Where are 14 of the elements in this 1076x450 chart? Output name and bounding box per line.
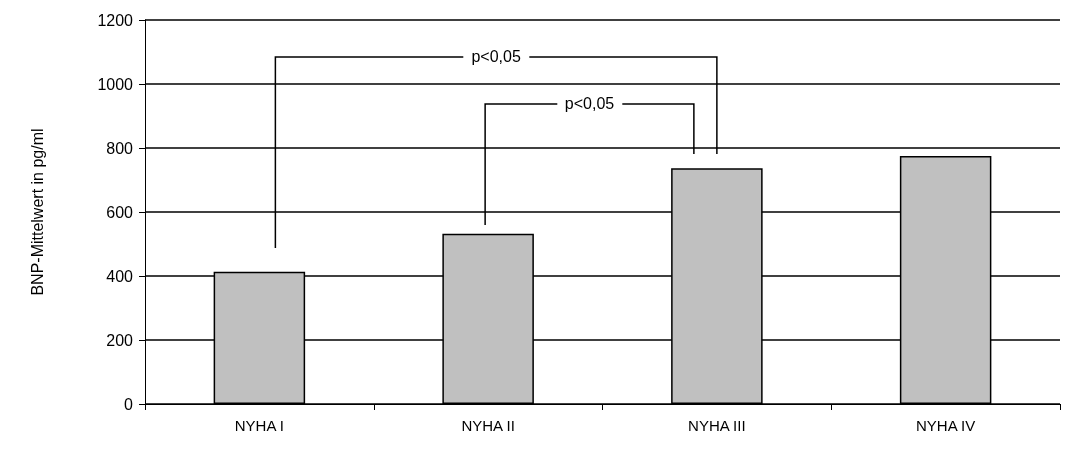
y-tick-label: 0: [124, 395, 134, 413]
x-tick-label: NYHA I: [234, 417, 284, 434]
y-tick-label: 200: [106, 331, 134, 349]
annotation: p<0,05: [463, 48, 529, 66]
y-tick-label: 800: [106, 139, 134, 157]
annotation: p<0,05: [556, 95, 623, 113]
y-tick-label: 1200: [97, 11, 134, 29]
y-tick-label: 400: [106, 267, 134, 285]
y-tick-label: 1000: [97, 75, 134, 93]
y-tick-label: 600: [106, 203, 134, 221]
x-tick-label: NYHA II: [461, 417, 515, 434]
y-axis-title: BNP-Mittelwert in pg/ml: [28, 128, 46, 296]
x-tick-label: NYHA III: [688, 417, 746, 434]
x-tick-label: NYHA IV: [916, 417, 976, 434]
